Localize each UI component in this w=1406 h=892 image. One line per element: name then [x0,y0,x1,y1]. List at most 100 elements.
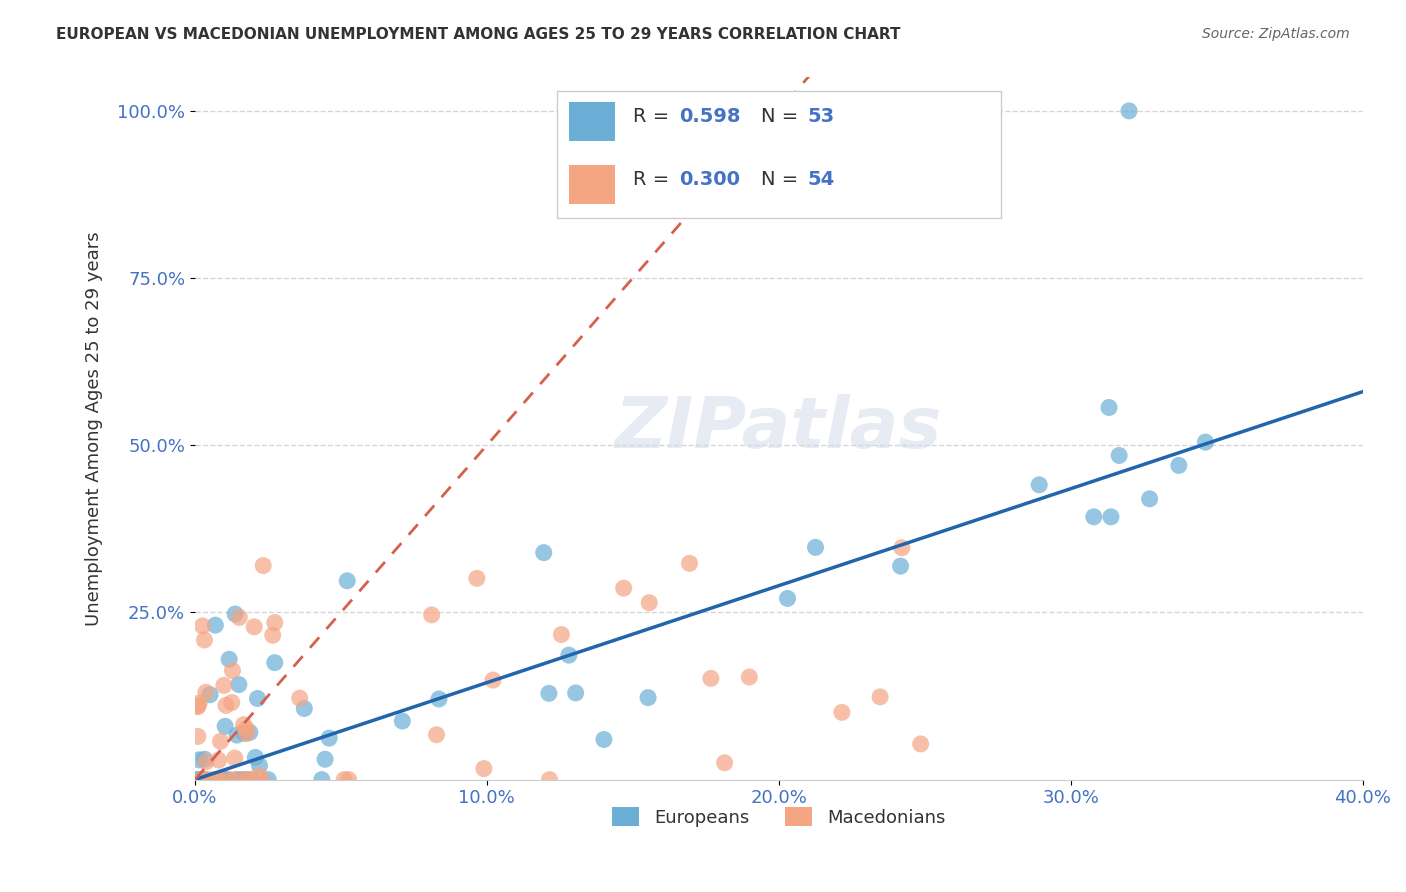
Macedonians [225,772,247,787]
Europeans [1098,401,1121,415]
Europeans [1083,509,1105,524]
Macedonians [187,730,209,744]
Europeans [229,772,252,787]
Text: N =: N = [761,106,804,126]
Point [884,103,907,118]
Text: 53: 53 [808,106,835,126]
Europeans [191,772,214,787]
Europeans [218,652,240,666]
Europeans [228,677,250,691]
Macedonians [194,685,217,699]
Europeans [292,701,315,715]
Macedonians [236,772,259,787]
Macedonians [212,678,235,692]
Macedonians [250,772,273,787]
Europeans [391,714,413,728]
Europeans [235,772,257,787]
Europeans [564,686,586,700]
Macedonians [232,717,254,731]
Macedonians [831,706,853,720]
Text: Source: ZipAtlas.com: Source: ZipAtlas.com [1202,27,1350,41]
Macedonians [638,596,661,610]
Macedonians [262,628,284,642]
Europeans [215,772,238,787]
Europeans [1028,478,1050,492]
Macedonians [215,698,238,713]
Macedonians [738,670,761,684]
Europeans [593,732,616,747]
Macedonians [194,772,217,787]
Macedonians [221,696,243,710]
Macedonians [193,632,215,647]
Europeans [225,772,247,787]
Europeans [257,772,280,787]
Europeans [198,688,221,702]
Macedonians [191,772,214,787]
Europeans [239,772,262,787]
Macedonians [187,699,209,714]
Macedonians [910,737,932,751]
Europeans [188,753,211,767]
Macedonians [482,673,505,687]
Europeans [187,772,209,787]
Macedonians [228,610,250,624]
Europeans [776,591,799,606]
Europeans [804,541,827,555]
Europeans [1139,491,1161,506]
Macedonians [472,762,495,776]
Europeans [245,750,267,764]
Macedonians [235,722,257,736]
Macedonians [425,728,447,742]
Macedonians [337,772,360,787]
Text: EUROPEAN VS MACEDONIAN UNEMPLOYMENT AMONG AGES 25 TO 29 YEARS CORRELATION CHART: EUROPEAN VS MACEDONIAN UNEMPLOYMENT AMON… [56,27,901,42]
Europeans [1194,435,1216,450]
Text: R =: R = [633,169,675,189]
Macedonians [209,734,232,748]
Macedonians [869,690,891,704]
Macedonians [713,756,735,770]
Text: 54: 54 [808,169,835,189]
Macedonians [221,664,243,678]
Macedonians [247,769,270,783]
Europeans [311,772,333,787]
Europeans [1108,449,1130,463]
Europeans [204,618,226,632]
Europeans [314,752,336,766]
Europeans [208,772,231,787]
Europeans [336,574,359,588]
FancyBboxPatch shape [568,102,616,141]
Europeans [195,772,218,787]
Macedonians [700,672,723,686]
Text: R =: R = [633,106,675,126]
Macedonians [538,772,561,787]
Europeans [246,691,269,706]
Macedonians [252,558,274,573]
Europeans [190,772,212,787]
Macedonians [678,557,700,571]
Macedonians [218,772,240,787]
Macedonians [224,751,246,765]
Macedonians [550,627,572,641]
Macedonians [263,615,285,630]
Text: ZIPatlas: ZIPatlas [614,394,942,463]
Europeans [249,758,271,772]
Europeans [889,559,911,574]
Europeans [533,546,555,560]
Macedonians [890,541,912,555]
Macedonians [195,755,218,769]
Europeans [226,728,249,742]
Europeans [215,772,238,787]
Text: N =: N = [761,169,804,189]
Europeans [558,648,581,662]
Europeans [209,772,232,787]
Macedonians [235,726,257,740]
Macedonians [187,699,209,714]
Macedonians [243,620,266,634]
Macedonians [465,571,488,585]
Europeans [239,725,262,739]
Macedonians [420,607,443,622]
Europeans [263,656,285,670]
Europeans [214,719,236,733]
Europeans [1167,458,1189,473]
Europeans [318,731,340,745]
